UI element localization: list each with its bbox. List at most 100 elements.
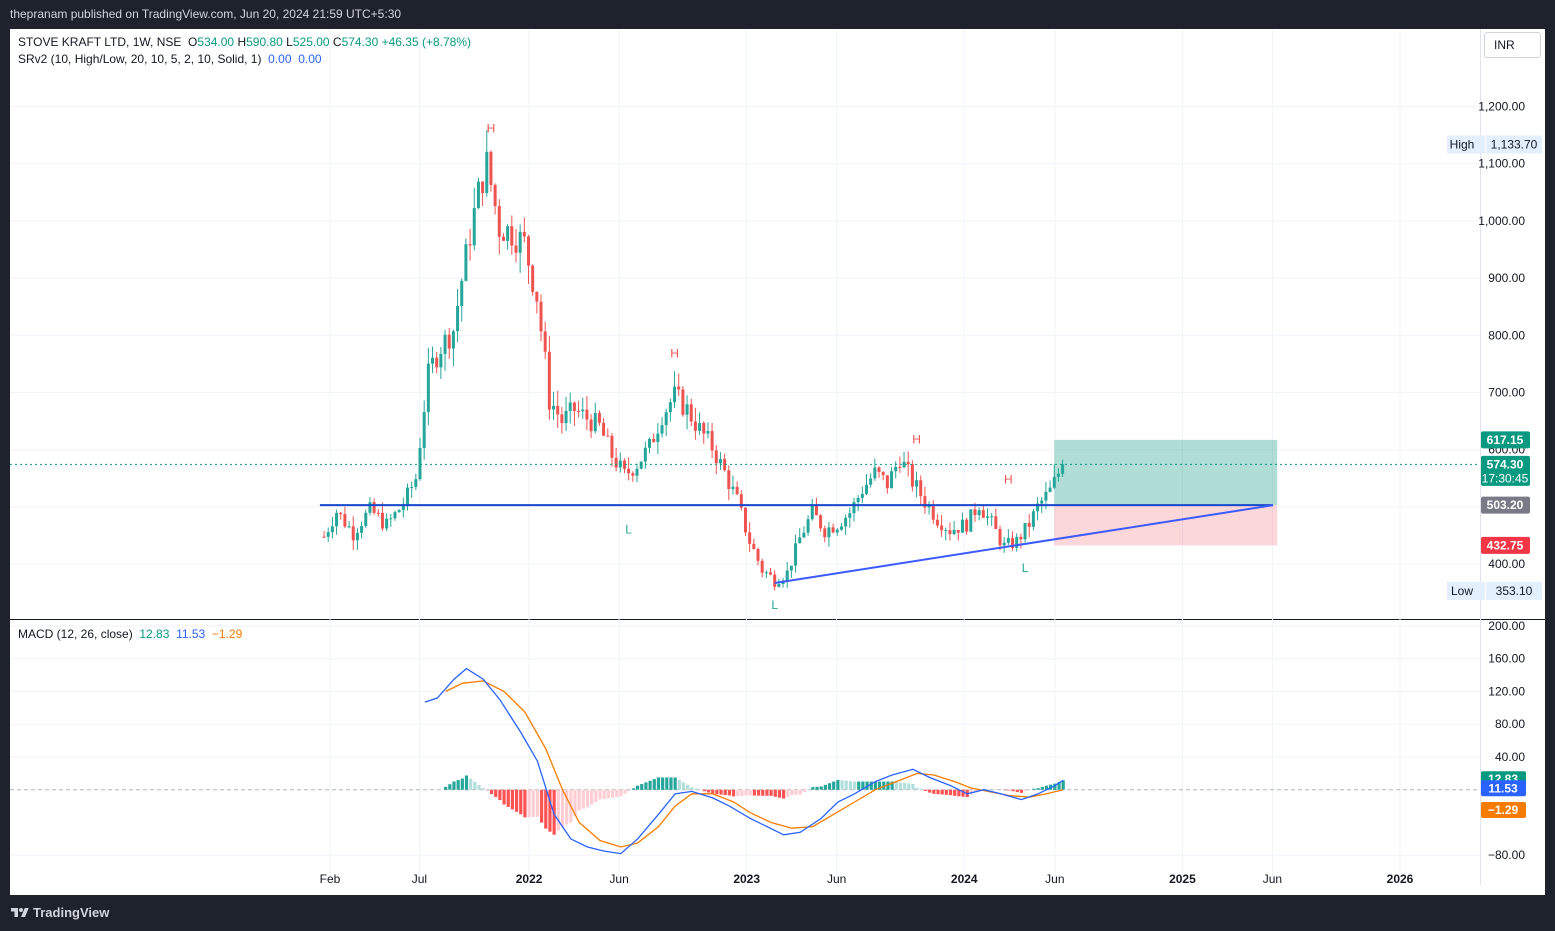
- macd-histogram-bar: [815, 786, 819, 790]
- macd-histogram-bar: [999, 789, 1003, 791]
- candle-body: [426, 363, 430, 413]
- candle-body: [481, 181, 485, 194]
- candle-body: [393, 512, 397, 519]
- macd-tag-value: −1.29: [1488, 803, 1519, 817]
- macd-histogram-bar: [807, 789, 811, 791]
- macd-legend[interactable]: MACD (12, 26, close) 12.83 11.53 −1.29: [18, 626, 242, 643]
- macd-histogram-bar: [489, 789, 494, 795]
- candle-body: [439, 353, 443, 368]
- macd-histogram-bar: [740, 789, 744, 796]
- macd-histogram-bar: [802, 789, 807, 793]
- macd-histogram-bar: [969, 789, 974, 795]
- candle-body: [485, 151, 489, 194]
- candle-body: [860, 493, 864, 498]
- macd-histogram-bar: [923, 789, 928, 791]
- x-tick-label: 2025: [1169, 872, 1196, 886]
- x-tick-label: 2024: [951, 872, 978, 886]
- x-tick-label: Feb: [320, 872, 341, 886]
- macd-histogram-bar: [1003, 789, 1007, 791]
- candle-body: [376, 512, 380, 514]
- macd-histogram-bar: [631, 788, 636, 790]
- macd-histogram-bar: [823, 784, 827, 790]
- macd-histogram-bar: [531, 789, 535, 817]
- chart-canvas[interactable]: Feb Jul 2022 Jun 2023 Jun 2024 Jun 2025 Jun 2026 1,…: [10, 29, 1545, 895]
- macd-histogram-bar: [1061, 780, 1065, 790]
- macd-histogram-bar: [627, 789, 631, 791]
- candle-body: [739, 494, 743, 508]
- y-tick-label: 1,200.00: [1478, 100, 1525, 114]
- macd-histogram-bar: [765, 789, 769, 796]
- candle-body: [1006, 538, 1010, 543]
- candle-body: [773, 574, 777, 587]
- price-tag-bg: [1481, 431, 1530, 449]
- price-tag-value: 432.75: [1487, 538, 1524, 552]
- macd-name[interactable]: MACD (12, 26, close): [18, 627, 133, 641]
- chart-panel[interactable]: Feb Jul 2022 Jun 2023 Jun 2024 Jun 2025 Jun 2026 1,…: [10, 29, 1545, 895]
- extreme-tag-label: High: [1450, 137, 1475, 151]
- candle-body: [756, 549, 760, 561]
- macd-histogram-bar: [819, 786, 823, 790]
- candle-body: [819, 515, 823, 529]
- macd-histogram-bar: [786, 789, 790, 797]
- symbol-name[interactable]: STOVE KRAFT LTD, 1W, NSE: [18, 35, 182, 49]
- price-tag-value: 617.15: [1487, 433, 1524, 447]
- macd-histogram-bar: [736, 789, 740, 797]
- macd-histogram-bar: [907, 783, 911, 790]
- candle-body: [869, 478, 873, 485]
- x-tick-label: Jul: [412, 872, 427, 886]
- candle-body: [405, 487, 409, 506]
- candle-body: [531, 265, 535, 292]
- currency-button[interactable]: INR: [1484, 32, 1541, 58]
- indicator-legend[interactable]: SRv2 (10, High/Low, 20, 10, 5, 2, 10, So…: [18, 51, 322, 68]
- extreme-tag-value: 353.10: [1496, 584, 1533, 598]
- indicator-name[interactable]: SRv2 (10, High/Low, 20, 10, 5, 2, 10, So…: [18, 52, 262, 66]
- macd-histogram-bar: [727, 789, 731, 796]
- macd-histogram-bar: [585, 789, 590, 808]
- candle-body: [769, 572, 773, 575]
- macd-histogram-bar: [940, 789, 944, 795]
- macd-histogram-bar: [623, 789, 627, 794]
- candle-body: [977, 510, 981, 516]
- candle-body: [898, 466, 902, 468]
- macd-histogram-bar: [832, 781, 836, 790]
- candle-body: [1015, 536, 1019, 548]
- high-label: H: [237, 35, 247, 49]
- macd-histogram-bar: [673, 777, 677, 790]
- candle-body: [789, 565, 793, 571]
- symbol-legend[interactable]: STOVE KRAFT LTD, 1W, NSE O534.00 H590.80…: [18, 34, 471, 51]
- macd-histogram-bar: [556, 789, 560, 831]
- candle-body: [639, 461, 643, 469]
- macd-histogram-bar: [936, 789, 940, 795]
- macd-histogram-bar: [932, 789, 936, 794]
- brand-name: TradingView: [33, 905, 110, 920]
- candle-body: [364, 512, 368, 527]
- indicator-value-1: 0.00: [268, 52, 292, 66]
- macd-histogram-bar: [502, 789, 506, 805]
- candle-body: [602, 422, 606, 436]
- candle-body: [1023, 522, 1027, 540]
- extreme-tag-bg: [1486, 135, 1542, 154]
- candle-body: [677, 386, 681, 390]
- candle-body: [347, 526, 351, 528]
- y-tick-label: 700.00: [1488, 386, 1525, 400]
- macd-histogram-bar: [514, 789, 519, 812]
- macd-histogram-bar: [911, 784, 915, 790]
- candle-body: [731, 486, 735, 490]
- candle-body: [810, 505, 814, 520]
- close-value: 574.30: [341, 35, 379, 49]
- candle-body: [451, 331, 455, 349]
- candle-body: [743, 507, 747, 533]
- macd-histogram-bar: [773, 789, 777, 797]
- macd-histogram-bar: [481, 788, 485, 790]
- macd-histogram-bar: [865, 781, 869, 790]
- candle-body: [476, 181, 480, 209]
- candle-body: [464, 244, 468, 281]
- candle-body: [593, 412, 597, 432]
- pattern-label: L: [625, 522, 632, 536]
- candle-body: [748, 532, 752, 544]
- candle-body: [881, 472, 885, 476]
- macd-histogram-bar: [953, 789, 957, 796]
- extreme-tag-label: Low: [1451, 584, 1473, 598]
- candle-body: [698, 423, 702, 431]
- macd-histogram-bar: [848, 781, 852, 790]
